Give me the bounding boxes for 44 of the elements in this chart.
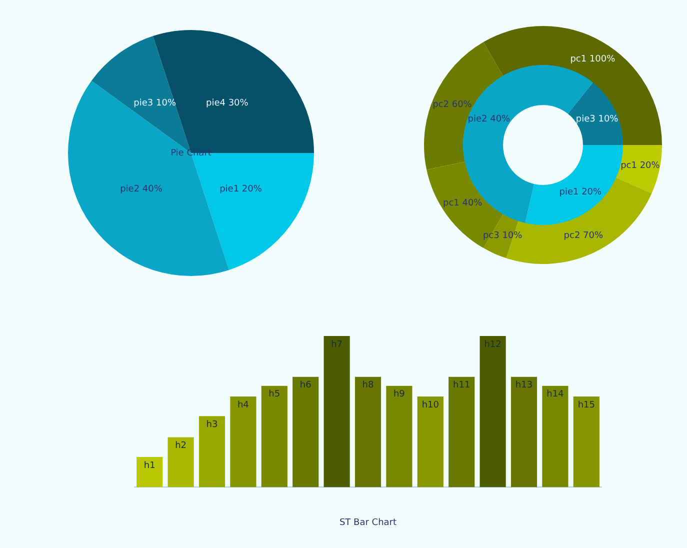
bar xyxy=(448,376,475,488)
slice-label: pie1 20% xyxy=(559,187,602,198)
bar xyxy=(168,437,194,488)
slice-label: pie3 10% xyxy=(576,114,619,124)
bar xyxy=(386,386,412,488)
slice-label: pc1 40% xyxy=(442,198,483,209)
bar xyxy=(198,416,226,488)
x-tick-label: h10 xyxy=(422,400,440,410)
x-tick-label: h13 xyxy=(515,380,533,391)
bar xyxy=(292,376,319,488)
bar xyxy=(480,336,506,488)
bar xyxy=(354,376,382,488)
bar xyxy=(510,376,538,488)
slice-label: pie2 40% xyxy=(120,184,163,194)
text: ST Bar Chart xyxy=(339,518,397,528)
x-tick-label: h6 xyxy=(300,380,312,391)
slice-label: pie4 30% xyxy=(206,98,249,109)
bar xyxy=(417,396,444,488)
x-tick-label: h3 xyxy=(206,420,218,430)
x-tick-label: h8 xyxy=(362,380,374,391)
x-tick-label: h5 xyxy=(268,390,280,400)
x-tick-label: h4 xyxy=(237,400,250,410)
slice-label: pie3 10% xyxy=(134,98,176,109)
bar xyxy=(230,396,256,488)
x-tick-label: h1 xyxy=(144,460,156,471)
slice-label: pc1 100% xyxy=(570,54,616,64)
slice-label: pie2 40% xyxy=(468,114,511,124)
slice-label: pc2 70% xyxy=(564,231,604,242)
bar xyxy=(573,396,600,488)
x-tick-label: h2 xyxy=(175,441,187,452)
bar xyxy=(261,386,288,488)
x-tick-label: h12 xyxy=(484,340,502,350)
bar xyxy=(324,336,350,488)
slice-label: pc2 60% xyxy=(432,100,472,110)
x-tick-label: h7 xyxy=(331,340,343,350)
bar xyxy=(136,456,163,488)
slice-label: pie1 20% xyxy=(220,184,262,194)
x-tick-label: h15 xyxy=(578,400,595,410)
slice-label: pc3 10% xyxy=(482,231,523,242)
slice-label: pc1 20% xyxy=(620,161,660,172)
bar xyxy=(542,386,568,488)
x-tick-label: h11 xyxy=(453,380,470,391)
x-tick-label: h14 xyxy=(546,390,564,400)
x-tick-label: h9 xyxy=(393,390,406,400)
